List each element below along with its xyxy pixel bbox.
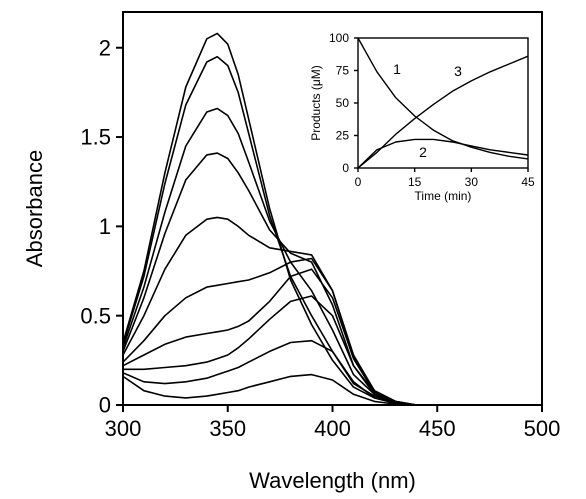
- main-y-tick-label: 1: [99, 214, 111, 239]
- inset-plot-frame: [357, 37, 529, 169]
- main-x-tick-label: 450: [419, 416, 456, 441]
- main-y-tick-label: 0.5: [80, 303, 111, 328]
- main-x-tick-label: 300: [105, 416, 142, 441]
- main-series-line-10: [122, 373, 542, 406]
- inset-x-tick-label: 0: [355, 175, 362, 189]
- inset-series-label-2: 2: [419, 144, 427, 160]
- inset-series-line-1: [357, 37, 529, 160]
- main-y-tick-label: 1.5: [80, 125, 111, 150]
- main-x-tick-label: 500: [524, 416, 561, 441]
- inset-y-tick-label: 50: [336, 96, 350, 110]
- main-y-tick-label: 0: [99, 393, 111, 418]
- inset-y-tick-label: 100: [329, 31, 349, 45]
- main-x-axis-label: Wavelength (nm): [249, 468, 416, 493]
- inset-y-tick-label: 75: [336, 64, 350, 78]
- main-x-tick-label: 350: [209, 416, 246, 441]
- inset-x-tick-label: 30: [465, 175, 479, 189]
- inset-y-tick-label: 0: [342, 161, 349, 175]
- inset-y-tick-label: 25: [336, 129, 350, 143]
- inset-plot: 0 15 30 45 0 25 50 75 100 1 2 3 Time (min) Products (…: [309, 31, 535, 203]
- inset-series-line-3: [357, 55, 529, 169]
- inset-series-line-2: [357, 138, 529, 169]
- inset-series-label-1: 1: [393, 61, 401, 77]
- inset-x-tick-label: 15: [408, 175, 422, 189]
- inset-series-label-3: 3: [454, 63, 462, 79]
- inset-x-tick-label: 45: [521, 175, 535, 189]
- main-y-tick-label: 2: [99, 35, 111, 60]
- inset-x-axis-label: Time (min): [415, 189, 472, 203]
- inset-y-axis-label: Products (μM): [309, 65, 323, 141]
- main-x-tick-label: 400: [314, 416, 351, 441]
- main-y-axis-label: Absorbance: [22, 150, 47, 267]
